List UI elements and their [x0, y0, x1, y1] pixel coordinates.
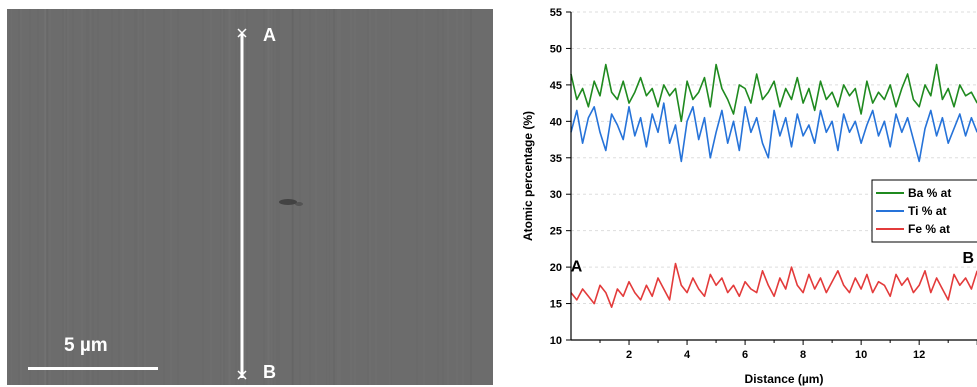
sem-texture — [9, 9, 472, 385]
y-tick-label: 10 — [550, 335, 562, 347]
y-tick-label: 40 — [550, 116, 562, 128]
legend: Ba % at Ti % at Fe % at — [871, 179, 977, 243]
linescan-end-marker — [237, 370, 247, 380]
series-line-ba — [570, 63, 977, 123]
x-axis-title: Distance (µm) — [745, 372, 824, 386]
series-line-ti — [570, 102, 977, 163]
x-tick-label: 12 — [913, 349, 925, 361]
annotations: AB — [571, 250, 974, 276]
sem-micrograph-panel: A B 5 µm — [7, 9, 493, 385]
chart-point-b-label: B — [962, 250, 974, 267]
chart-point-a-label: A — [571, 259, 583, 276]
scale-bar — [28, 367, 158, 370]
y-tick-label: 55 — [550, 7, 562, 19]
y-tick-label: 15 — [550, 299, 562, 311]
linescan-start-marker — [237, 28, 247, 38]
ticks: 10 15 20 25 30 35 40 45 50 55 2 4 6 8 10 12 — [550, 7, 977, 361]
y-tick-label: 45 — [550, 80, 562, 92]
grid — [571, 11, 977, 305]
sem-point-b-label: B — [263, 362, 276, 382]
y-tick-label: 35 — [550, 153, 562, 165]
linescan-chart: 10 15 20 25 30 35 40 45 50 55 2 4 6 8 10 12 Distance (µ… — [521, 7, 977, 386]
series-line-fe — [570, 262, 977, 309]
linescan-chart-panel: 10 15 20 25 30 35 40 45 50 55 2 4 6 8 10 12 Distance (µ… — [505, 0, 977, 387]
sem-point-a-label: A — [263, 25, 276, 45]
x-tick-label: 4 — [684, 349, 691, 361]
axes — [570, 12, 977, 341]
sem-background — [7, 9, 493, 385]
scale-bar-label: 5 µm — [64, 335, 108, 356]
y-tick-label: 25 — [550, 226, 562, 238]
sem-particle — [279, 199, 297, 205]
legend-label: Ba % at — [908, 186, 951, 200]
series-layer — [570, 63, 977, 309]
x-tick-label: 10 — [855, 349, 867, 361]
y-tick-label: 20 — [550, 262, 562, 274]
sem-micrograph: A B 5 µm — [7, 9, 493, 385]
x-tick-label: 2 — [626, 349, 632, 361]
x-tick-label: 8 — [800, 349, 806, 361]
legend-label: Fe % at — [908, 222, 950, 236]
x-tick-label: 6 — [742, 349, 748, 361]
legend-label: Ti % at — [908, 204, 946, 218]
sem-particle — [295, 202, 303, 206]
y-tick-label: 30 — [550, 189, 562, 201]
y-tick-label: 50 — [550, 43, 562, 55]
y-axis-title: Atomic percentage (%) — [521, 111, 535, 241]
